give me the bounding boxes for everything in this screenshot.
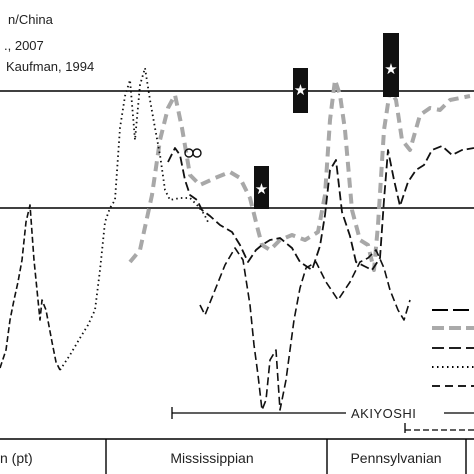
svg-text:★: ★: [294, 81, 307, 99]
legend-text-line-1: n/China: [8, 12, 54, 27]
svg-text:★: ★: [384, 60, 397, 78]
period-label-1: n (pt): [0, 450, 33, 466]
range-bar-akiyoshi: AKIYOSHI: [171, 406, 474, 421]
series-line-4: [0, 204, 61, 371]
range-label-akiyoshi: AKIYOSHI: [351, 406, 416, 421]
period-label-2: Mississippian: [170, 450, 253, 466]
legend-text-line-2: ., 2007: [4, 38, 44, 53]
range-bar-dashed: [404, 423, 474, 433]
period-label-3: Pennsylvanian: [350, 450, 441, 466]
star-marker-2: ★: [293, 68, 308, 113]
star-marker-1: ★: [254, 166, 269, 209]
series-line-3: [167, 145, 474, 271]
star-marker-3: ★: [383, 33, 399, 97]
series-layer: [0, 67, 474, 411]
legend-text-line-3: Kaufman, 1994: [6, 59, 94, 74]
period-band: n (pt) Mississippian Pennsylvanian: [0, 438, 474, 474]
series-line-1: [128, 78, 471, 272]
svg-text:★: ★: [255, 180, 268, 198]
circle-pair-marker: [184, 148, 202, 158]
legend-samples: [432, 309, 474, 387]
series-line-5: [199, 247, 411, 411]
